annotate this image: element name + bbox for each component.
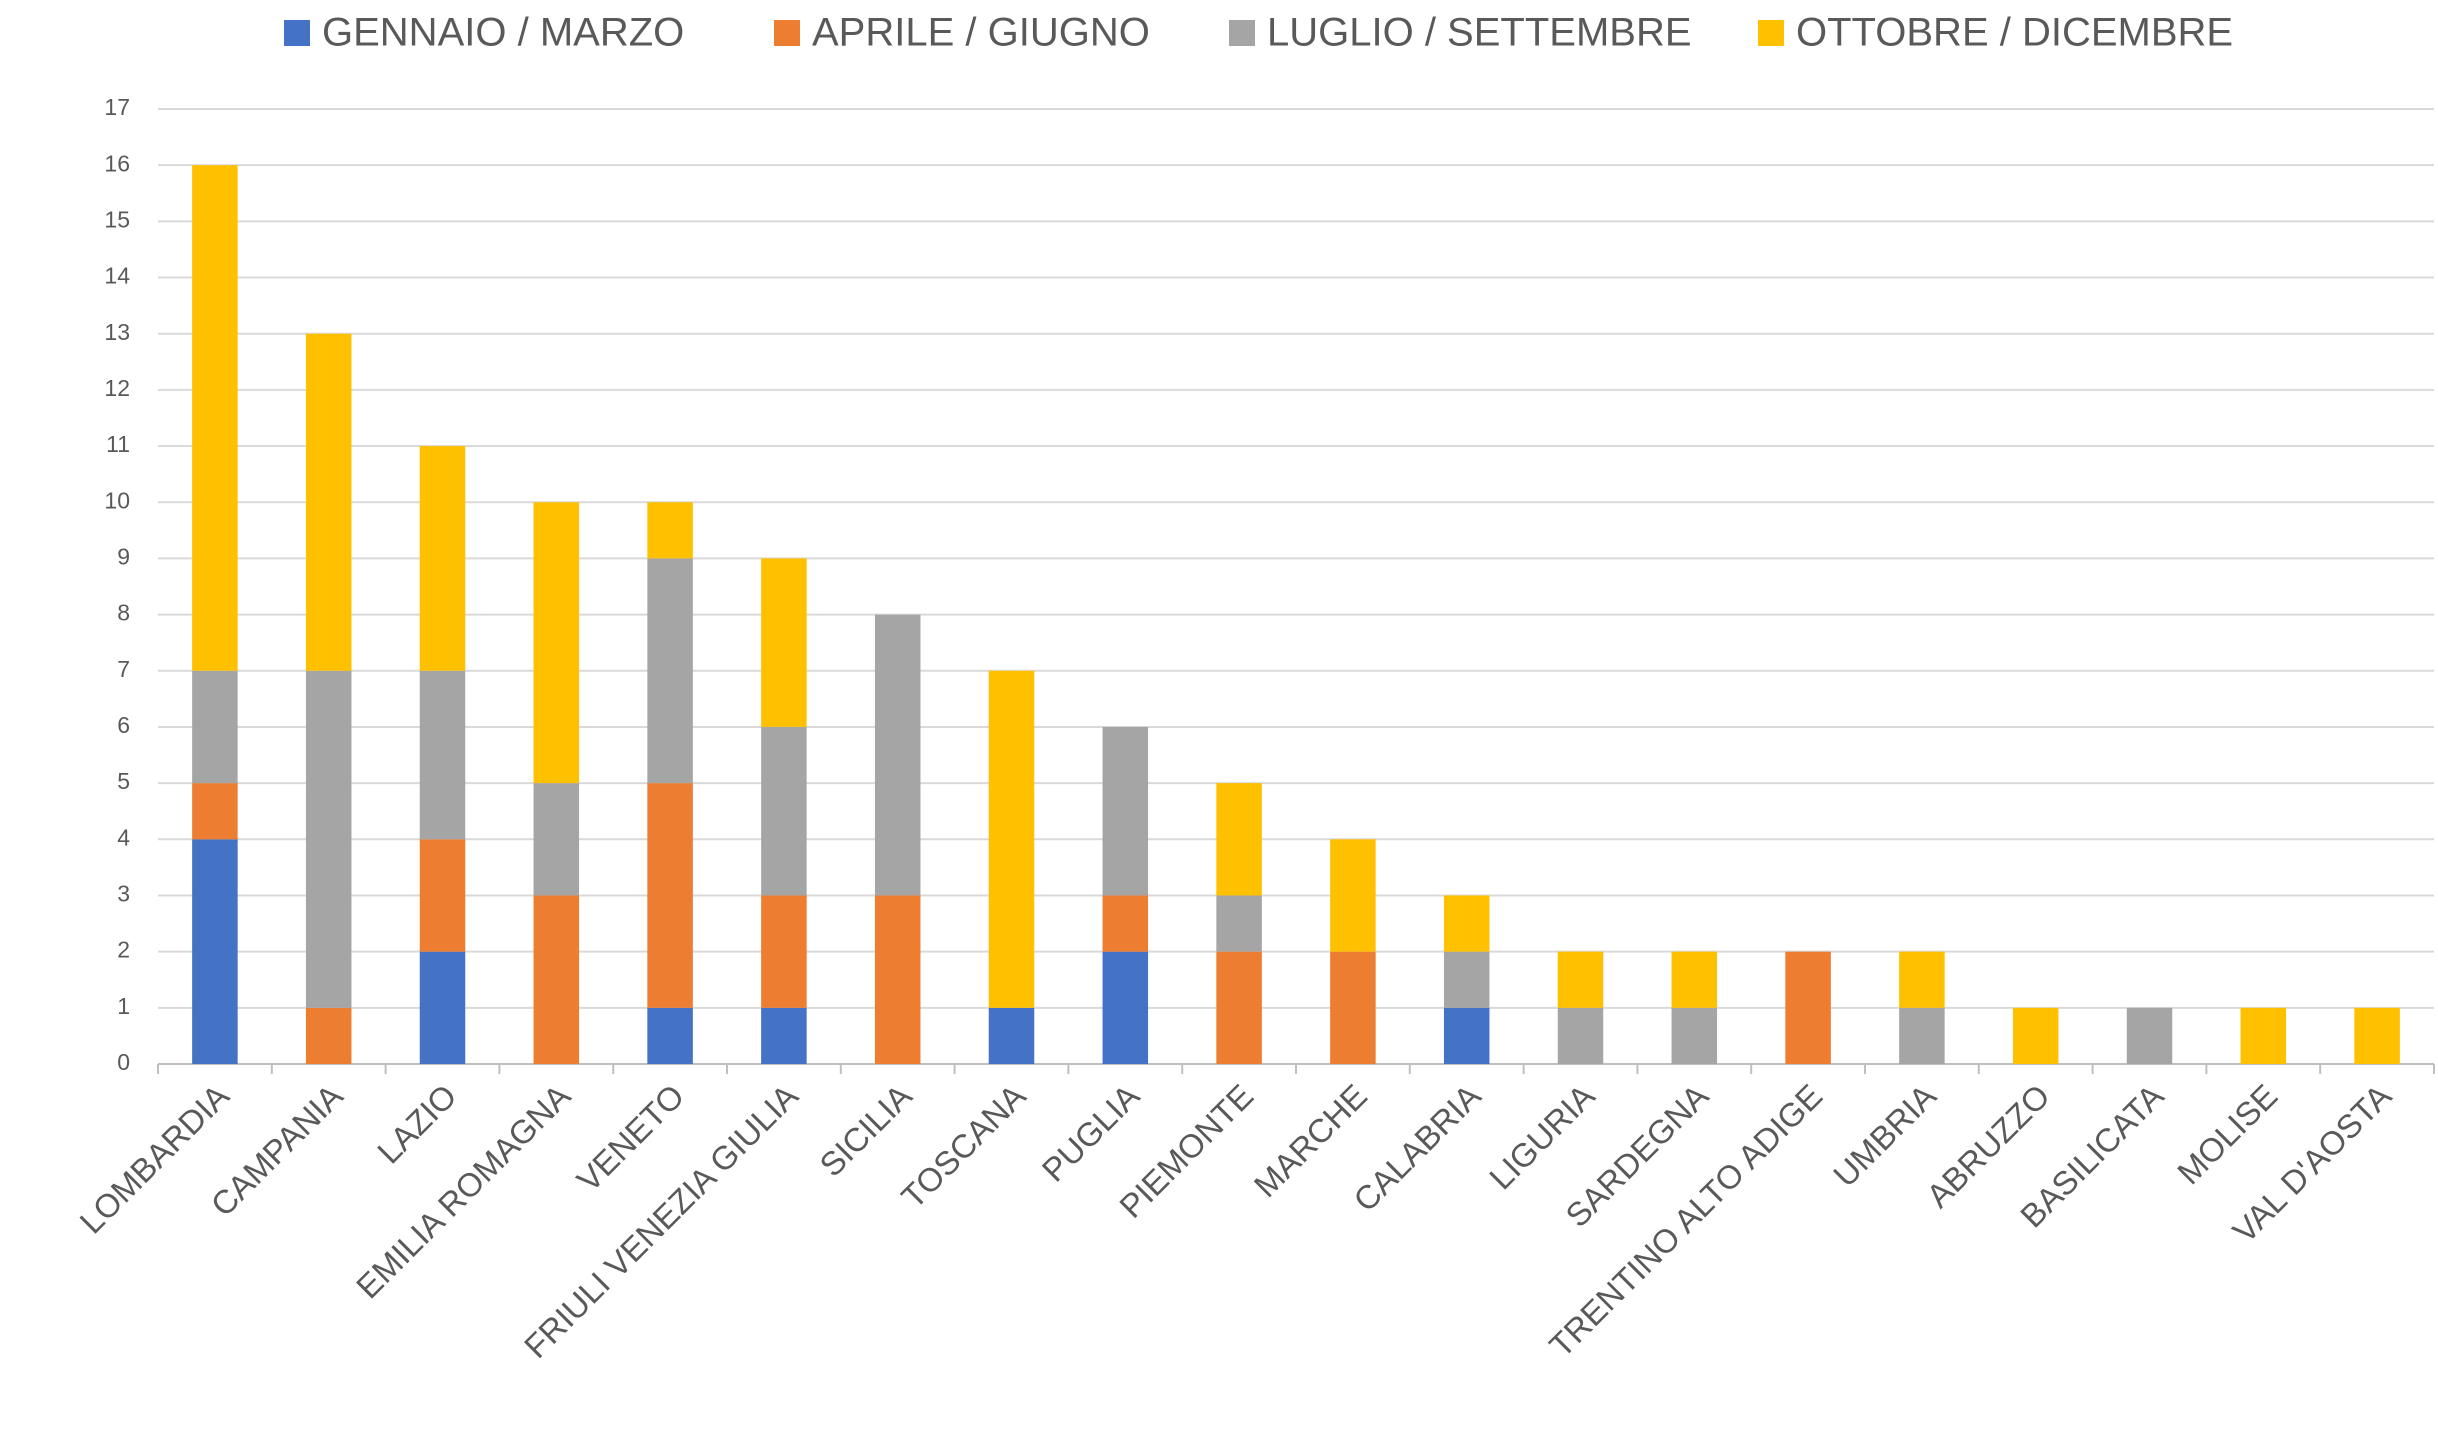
bar-segment [419, 446, 466, 671]
y-tick-label: 9 [117, 543, 130, 569]
x-tick-label: PUGLIA [1035, 1077, 1147, 1189]
bar-segment [1102, 726, 1149, 896]
bar-segment [1785, 951, 1831, 1064]
bar-segment [1557, 1007, 1604, 1064]
bar-segment [647, 783, 693, 1008]
bar-segment [1216, 895, 1262, 952]
y-tick-label: 14 [104, 263, 130, 289]
y-tick-label: 4 [117, 824, 130, 850]
x-tick-label: UMBRIA [1826, 1077, 1943, 1194]
legend-swatch [774, 20, 800, 46]
bar-segment [192, 165, 238, 671]
x-tick-label: TOSCANA [894, 1077, 1033, 1216]
legend-label: APRILE / GIUGNO [812, 11, 1150, 55]
bar-segment [1102, 951, 1149, 1064]
bar-segment [1671, 1007, 1718, 1064]
y-tick-label: 2 [117, 937, 130, 963]
bar-segment [761, 895, 807, 1008]
y-tick-label: 5 [117, 768, 130, 794]
bar-segment [2354, 1007, 2400, 1064]
bar-segment [305, 333, 352, 671]
legend-label: LUGLIO / SETTEMBRE [1267, 11, 1692, 55]
x-tick-label: MOLISE [2170, 1077, 2284, 1191]
legend-swatch [1229, 20, 1255, 46]
bar-segment [1330, 839, 1376, 952]
x-tick-label: VENETO [570, 1077, 692, 1199]
x-tick-label: EMILIA ROMAGNA [349, 1077, 577, 1305]
y-tick-label: 1 [117, 993, 130, 1019]
bar-segment [2126, 1007, 2173, 1064]
legend-swatch [1758, 20, 1784, 46]
bar-segment [305, 670, 352, 1008]
y-tick-label: 12 [104, 375, 130, 401]
bar-segment [1443, 895, 1490, 952]
bar-segment [1557, 951, 1604, 1008]
bar-segment [1899, 1007, 1945, 1064]
bar-segment [647, 558, 693, 784]
bar-segment [192, 783, 238, 840]
bar-segment [533, 895, 580, 1064]
y-tick-label: 3 [117, 881, 130, 907]
bar-segment [647, 1007, 693, 1064]
bar-segment [305, 1007, 352, 1064]
bar-segment [761, 726, 807, 896]
y-tick-label: 15 [104, 206, 130, 232]
bar-segment [1330, 951, 1376, 1064]
bar-segment [761, 558, 807, 727]
y-tick-label: 8 [117, 600, 130, 626]
bar-segment [988, 1007, 1035, 1064]
x-tick-label: SICILIA [812, 1077, 919, 1184]
bar-segment [1216, 783, 1262, 896]
y-tick-label: 0 [117, 1049, 130, 1075]
bar-segment [1899, 951, 1945, 1008]
bar-segment [647, 502, 693, 559]
x-tick-label: LOMBARDIA [72, 1077, 236, 1241]
bar-segment [1443, 951, 1490, 1008]
y-tick-label: 6 [117, 712, 130, 738]
bar-segment [419, 839, 466, 952]
legend-label: GENNAIO / MARZO [322, 11, 684, 55]
bar-segment [988, 670, 1035, 1008]
bar-segment [1443, 1007, 1490, 1064]
x-tick-label: LIGURIA [1482, 1077, 1602, 1197]
bar-segment [1216, 951, 1262, 1064]
y-tick-label: 7 [117, 656, 130, 682]
bar-segment [1671, 951, 1718, 1008]
x-tick-label: LAZIO [370, 1077, 464, 1171]
bar-segment [761, 1007, 807, 1064]
y-tick-label: 17 [104, 94, 130, 120]
bar-segment [419, 951, 466, 1064]
y-tick-label: 10 [104, 487, 130, 513]
bar-segment [192, 670, 238, 784]
bar-segment [2012, 1007, 2059, 1064]
bar-segment [2240, 1007, 2287, 1064]
bar-segment [533, 783, 580, 896]
bar-segment [874, 895, 921, 1064]
bar-segment [874, 614, 921, 896]
bar-segment [533, 502, 580, 784]
y-tick-label: 16 [104, 150, 130, 176]
bar-segment [419, 670, 466, 840]
bar-segment [1102, 895, 1149, 952]
legend-label: OTTOBRE / DICEMBRE [1796, 11, 2233, 55]
y-tick-label: 13 [104, 319, 130, 345]
bar-segment [192, 839, 238, 1064]
y-tick-label: 11 [106, 431, 130, 457]
legend-swatch [284, 20, 310, 46]
